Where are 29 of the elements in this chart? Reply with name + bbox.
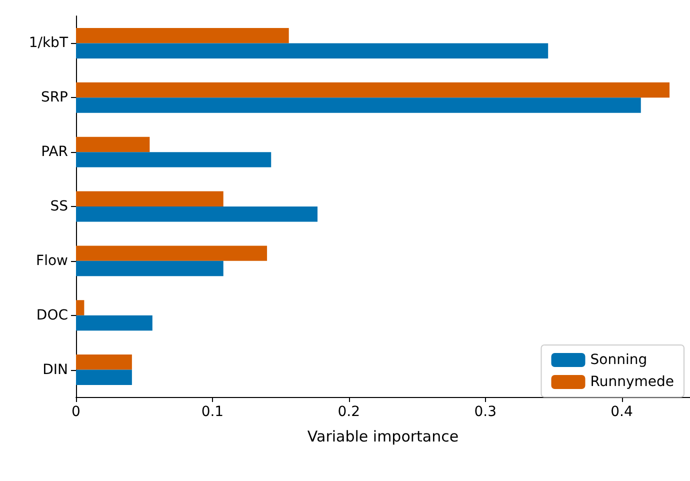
y-tick-label: SS xyxy=(50,198,68,214)
y-tick-label: 1/kbT xyxy=(28,35,68,52)
x-tick-label: 0 xyxy=(72,404,80,420)
x-tick-label: 0.1 xyxy=(201,404,224,420)
y-tick-label: DOC xyxy=(36,307,68,324)
bar xyxy=(76,98,641,113)
bar xyxy=(76,206,318,222)
legend-label: Runnymede xyxy=(590,374,674,390)
bar xyxy=(76,354,132,370)
bar xyxy=(76,82,670,98)
x-tick-label: 0.2 xyxy=(338,404,360,420)
x-tick-label: 0.3 xyxy=(474,404,496,420)
bar xyxy=(76,370,132,386)
bar xyxy=(76,152,272,168)
bar xyxy=(76,28,289,44)
y-tick-label: Flow xyxy=(36,252,68,269)
x-axis-title: Variable importance xyxy=(307,428,459,446)
y-tick-label: DIN xyxy=(42,362,68,378)
bar xyxy=(76,315,152,331)
y-tick-label: PAR xyxy=(41,144,68,160)
bar xyxy=(76,260,224,276)
bar xyxy=(76,300,84,316)
bar xyxy=(76,246,268,261)
bar xyxy=(76,43,548,58)
x-tick-label: 0.4 xyxy=(610,404,633,420)
y-tick-label: SRP xyxy=(40,90,68,106)
bar xyxy=(76,191,224,206)
legend-label: Sonning xyxy=(590,352,648,368)
bar xyxy=(76,136,150,152)
